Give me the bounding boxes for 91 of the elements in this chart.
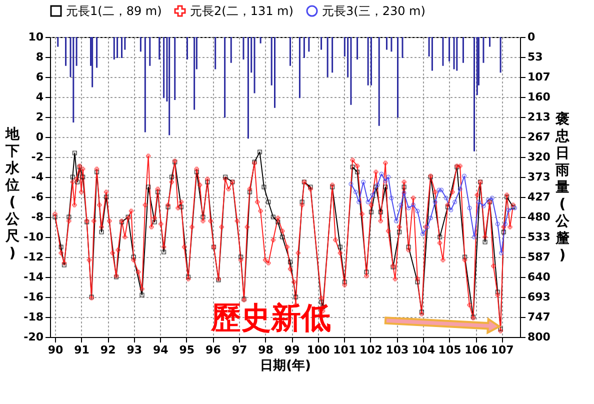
y-tick-label: 4: [36, 90, 44, 104]
point: [411, 202, 416, 208]
y2-tick-label: 747: [528, 310, 550, 324]
y2-tick-label: 693: [528, 290, 550, 304]
y2-tick-label: 533: [528, 230, 550, 244]
point: [353, 190, 358, 194]
x-axis-title: 日期(年): [260, 358, 311, 374]
point: [389, 196, 394, 200]
y-tick-label: -14: [24, 270, 44, 284]
point: [386, 174, 391, 180]
x-tick-label: 101: [333, 344, 356, 356]
x-tick-label: 94: [152, 344, 169, 356]
point: [444, 196, 448, 200]
y-tick-label: -16: [24, 290, 44, 304]
point: [383, 178, 388, 184]
y-axis-title: 地下水位(公尺): [4, 126, 20, 262]
x-tick-label: 93: [126, 344, 142, 356]
text: 褒忠日雨量(公釐): [556, 112, 570, 264]
y2-tick-label: 53: [528, 50, 543, 64]
y-tick-label: 8: [36, 50, 44, 64]
point: [394, 218, 398, 224]
y2-tick-label: 587: [528, 250, 550, 264]
point: [476, 200, 481, 204]
x-tick-label: 107: [490, 344, 514, 356]
x-tick-label: 105: [438, 344, 462, 356]
point: [406, 206, 411, 210]
y2-tick-label: 427: [528, 190, 550, 204]
point: [366, 200, 370, 204]
point: [503, 222, 508, 226]
point: [448, 208, 454, 212]
y2-tick-label: 267: [528, 130, 550, 144]
point: [452, 200, 458, 204]
annotation: 歷史新低: [210, 301, 331, 336]
point: [420, 232, 426, 236]
x-tick-label: 98: [258, 344, 274, 356]
point: [481, 204, 486, 208]
y2-tick-label: 800: [528, 330, 551, 344]
point: [370, 192, 376, 198]
point: [356, 200, 362, 204]
x-tick-label: 99: [284, 344, 300, 356]
y-tick-label: -6: [31, 190, 44, 204]
y2-tick-label: 213: [528, 110, 550, 124]
x-tick-label: 104: [412, 344, 436, 356]
y-tick-label: 10: [28, 30, 44, 44]
point: [436, 188, 442, 192]
point: [472, 234, 477, 240]
point: [462, 174, 467, 178]
point: [490, 196, 494, 200]
y-tick-label: 6: [36, 70, 44, 84]
x-tick-label: 103: [386, 344, 409, 356]
x-tick-label: 96: [206, 344, 222, 356]
point: [467, 206, 472, 210]
legend-label: 元長1(二，89 m): [66, 4, 162, 18]
y-tick-label: -4: [31, 170, 44, 184]
y-tick-label: -18: [24, 310, 44, 324]
point: [402, 190, 406, 196]
x-tick-label: 97: [232, 344, 248, 356]
point: [439, 188, 444, 192]
point: [506, 208, 511, 212]
y2-tick-label: 0: [528, 30, 536, 44]
y2-tick-label: 160: [528, 90, 551, 104]
x-tick-label: 91: [74, 344, 90, 356]
y-tick-label: -10: [24, 230, 44, 244]
y2-tick-label: 320: [528, 150, 551, 164]
point: [432, 200, 438, 204]
point: [428, 216, 433, 220]
y-tick-label: -2: [31, 150, 44, 164]
y2-tick-label: 640: [528, 270, 551, 284]
point: [379, 172, 384, 176]
x-tick-label: 92: [100, 344, 116, 356]
point: [499, 250, 504, 256]
point: [361, 180, 366, 184]
point: [458, 186, 462, 192]
x-tick-label: 100: [306, 344, 330, 356]
x-tick-label: 102: [359, 344, 382, 356]
y-tick-label: 2: [36, 110, 44, 124]
x-tick-label: 90: [48, 344, 64, 356]
y-tick-label: 0: [36, 130, 44, 144]
point: [495, 222, 500, 226]
x-tick-label: 95: [179, 344, 195, 356]
y2-tick-label: 107: [528, 70, 550, 84]
legend-label: 元長2(二，131 m): [190, 4, 294, 18]
y-tick-label: -20: [24, 330, 44, 344]
y2-tick-label: 480: [528, 210, 551, 224]
y-tick-label: -8: [31, 210, 44, 224]
point: [398, 202, 404, 208]
legend-label: 元長3(三，230 m): [322, 4, 426, 18]
y2-tick-label: 373: [528, 170, 550, 184]
x-tick-label: 106: [464, 344, 488, 356]
point: [415, 208, 420, 214]
y-tick-label: -12: [24, 250, 44, 264]
